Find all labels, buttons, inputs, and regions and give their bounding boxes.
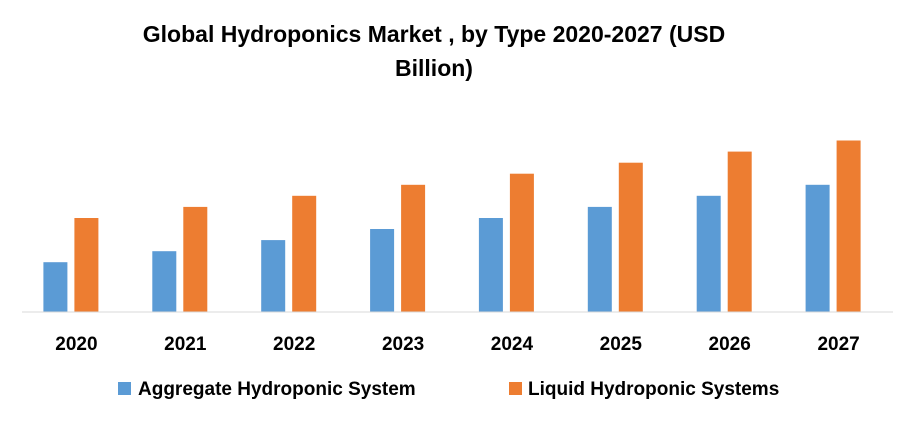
x-tick-label-2022: 2022 <box>273 334 315 355</box>
x-tick-label-2024: 2024 <box>491 334 534 355</box>
bar-liquid-2024 <box>509 173 534 312</box>
x-tick-label-2023: 2023 <box>382 334 424 355</box>
chart-title-line-2: Billion) <box>395 55 473 81</box>
bar-aggregate-2020 <box>43 262 68 312</box>
x-tick-label-2021: 2021 <box>164 334 207 355</box>
bar-liquid-2027 <box>836 140 861 312</box>
bar-aggregate-2025 <box>587 206 612 312</box>
bar-liquid-2020 <box>74 218 99 312</box>
bar-liquid-2026 <box>727 151 752 312</box>
legend: Aggregate Hydroponic System Liquid Hydrop… <box>118 379 779 400</box>
bar-aggregate-2022 <box>261 240 286 312</box>
bars-group <box>43 140 861 312</box>
bar-aggregate-2026 <box>696 195 721 312</box>
x-tick-label-2026: 2026 <box>709 334 751 355</box>
x-axis-tick-labels: 2020 2021 2022 2023 2024 2025 2026 2027 <box>55 334 859 355</box>
bar-liquid-2025 <box>618 162 643 312</box>
bar-liquid-2023 <box>401 184 426 312</box>
chart-title: Global Hydroponics Market , by Type 2020… <box>143 21 725 81</box>
legend-swatch-liquid <box>509 382 522 395</box>
legend-label-liquid: Liquid Hydroponic Systems <box>528 379 779 400</box>
legend-swatch-aggregate <box>118 382 131 395</box>
bar-aggregate-2024 <box>478 218 503 312</box>
x-tick-label-2025: 2025 <box>600 334 643 355</box>
bar-liquid-2022 <box>292 195 317 312</box>
chart-title-line-1: Global Hydroponics Market , by Type 2020… <box>143 21 725 47</box>
bar-aggregate-2027 <box>805 184 830 312</box>
x-tick-label-2027: 2027 <box>817 334 859 355</box>
x-tick-label-2020: 2020 <box>55 334 97 355</box>
bar-aggregate-2021 <box>152 251 177 312</box>
legend-label-aggregate: Aggregate Hydroponic System <box>138 379 416 400</box>
bar-liquid-2021 <box>183 206 208 312</box>
bar-aggregate-2023 <box>370 229 395 312</box>
